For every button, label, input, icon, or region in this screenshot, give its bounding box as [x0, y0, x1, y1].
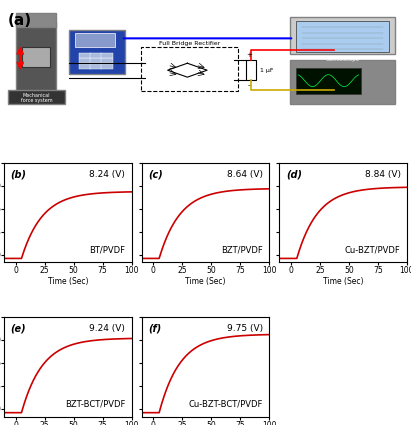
FancyBboxPatch shape: [290, 17, 395, 54]
Text: 9.24 (V): 9.24 (V): [89, 324, 125, 333]
FancyBboxPatch shape: [101, 64, 113, 69]
FancyBboxPatch shape: [16, 14, 56, 27]
Text: (a): (a): [8, 14, 32, 28]
Text: (d): (d): [286, 170, 302, 180]
Text: 8.84 (V): 8.84 (V): [365, 170, 400, 178]
Text: +: +: [246, 52, 252, 58]
FancyBboxPatch shape: [290, 60, 395, 104]
FancyBboxPatch shape: [90, 53, 102, 58]
Text: Mechanical
force system: Mechanical force system: [21, 93, 52, 103]
FancyBboxPatch shape: [101, 53, 113, 58]
Text: 8.24 (V): 8.24 (V): [89, 170, 125, 178]
FancyBboxPatch shape: [16, 23, 56, 99]
Text: -: -: [248, 82, 250, 88]
Text: BZT/PVDF: BZT/PVDF: [221, 245, 263, 254]
Text: Oscilloscope: Oscilloscope: [326, 57, 360, 62]
Text: Full Bridge Rectifier: Full Bridge Rectifier: [159, 41, 220, 46]
Text: 1 μF: 1 μF: [260, 68, 273, 73]
FancyBboxPatch shape: [296, 21, 389, 52]
Text: (b): (b): [11, 170, 26, 180]
Text: 9.75 (V): 9.75 (V): [227, 324, 263, 333]
FancyBboxPatch shape: [79, 53, 91, 58]
FancyBboxPatch shape: [22, 47, 51, 67]
FancyBboxPatch shape: [101, 58, 113, 63]
Text: 8.64 (V): 8.64 (V): [227, 170, 263, 178]
Text: (f): (f): [148, 324, 162, 334]
FancyBboxPatch shape: [90, 64, 102, 69]
Text: BT/PVDF: BT/PVDF: [89, 245, 125, 254]
Bar: [246, 60, 256, 80]
X-axis label: Time (Sec): Time (Sec): [185, 277, 226, 286]
X-axis label: Time (Sec): Time (Sec): [323, 277, 363, 286]
FancyBboxPatch shape: [69, 31, 125, 74]
Text: Cu-BZT-BCT/PVDF: Cu-BZT-BCT/PVDF: [189, 400, 263, 408]
Text: BZT-BCT/PVDF: BZT-BCT/PVDF: [65, 400, 125, 408]
X-axis label: Time (Sec): Time (Sec): [48, 277, 88, 286]
FancyBboxPatch shape: [74, 34, 115, 47]
FancyBboxPatch shape: [90, 58, 102, 63]
FancyBboxPatch shape: [79, 58, 91, 63]
Text: (e): (e): [11, 324, 26, 334]
FancyBboxPatch shape: [79, 64, 91, 69]
Text: Cu-BZT/PVDF: Cu-BZT/PVDF: [345, 245, 400, 254]
Text: (c): (c): [148, 170, 163, 180]
FancyBboxPatch shape: [8, 90, 65, 104]
FancyBboxPatch shape: [296, 68, 360, 94]
